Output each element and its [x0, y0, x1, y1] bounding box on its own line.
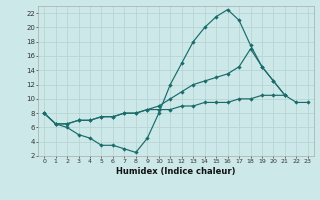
- X-axis label: Humidex (Indice chaleur): Humidex (Indice chaleur): [116, 167, 236, 176]
